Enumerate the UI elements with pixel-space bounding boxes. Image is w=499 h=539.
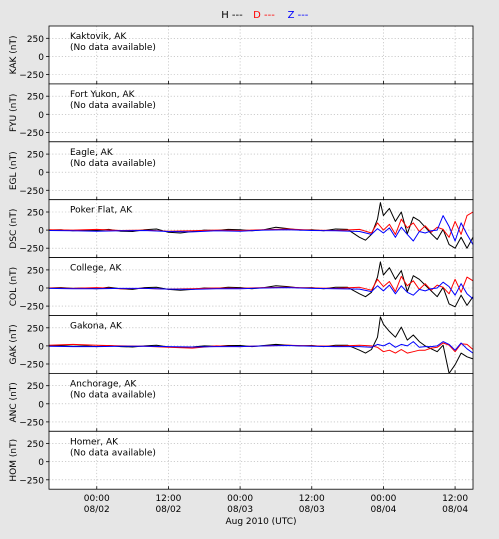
series-line-d (48, 342, 474, 354)
no-data-label: (No data available) (70, 101, 156, 111)
y-tick-label: −250 (19, 360, 44, 370)
station-name: Gakona, AK (70, 322, 123, 332)
no-data-label: (No data available) (70, 448, 156, 458)
station-name: Fort Yukon, AK (70, 90, 136, 100)
x-tick-label-time: 00:00 (84, 494, 110, 504)
x-tick-label-time: 12:00 (155, 494, 181, 504)
no-data-label: (No data available) (70, 390, 156, 400)
y-tick-label: −250 (19, 187, 44, 197)
y-tick-label: 250 (27, 440, 44, 450)
y-tick-label: 250 (27, 93, 44, 103)
y-tick-label: −250 (19, 476, 44, 486)
x-axis: 00:0008/0212:0008/0200:0008/0312:0008/03… (84, 494, 469, 515)
y-tick-label: 0 (38, 53, 44, 63)
y-tick-label: −250 (19, 303, 44, 313)
y-axis-label: HOM (nT) (9, 439, 19, 482)
y-axis-label: DSC (nT) (9, 209, 19, 249)
y-axis-label: COL (nT) (9, 267, 19, 306)
panel-frame (48, 430, 474, 490)
y-axis-label: EGL (nT) (9, 151, 19, 190)
x-tick-label-date: 08/03 (227, 505, 253, 515)
y-axis-label: FYU (nT) (9, 94, 19, 132)
station-name: Eagle, AK (70, 148, 114, 158)
y-tick-label: 0 (38, 169, 44, 179)
no-data-label: (No data available) (70, 43, 156, 53)
x-tick-label-date: 08/04 (370, 505, 396, 515)
y-tick-label: −250 (19, 129, 44, 139)
legend: H --- D --- Z --- (221, 10, 309, 21)
station-name: Anchorage, AK (70, 379, 137, 389)
y-tick-label: 0 (38, 400, 44, 410)
y-tick-label: −250 (19, 71, 44, 81)
station-name: Homer, AK (70, 437, 119, 447)
x-tick-label-date: 08/02 (84, 505, 110, 515)
x-tick-label-date: 08/03 (299, 505, 325, 515)
y-tick-label: 0 (38, 227, 44, 237)
station-name: Kaktovik, AK (70, 32, 127, 42)
y-tick-label: 0 (38, 111, 44, 121)
y-tick-label: −250 (19, 245, 44, 255)
y-tick-label: 0 (38, 284, 44, 294)
series-line-z (48, 281, 474, 300)
y-tick-label: 250 (27, 209, 44, 219)
y-axis-label: ANC (nT) (9, 382, 19, 422)
x-tick-label-time: 00:00 (227, 494, 253, 504)
y-tick-label: 0 (38, 458, 44, 468)
legend-z: Z --- (288, 10, 309, 21)
series-line-z (48, 215, 474, 245)
x-axis-label: Aug 2010 (UTC) (225, 517, 296, 527)
y-tick-label: 250 (27, 266, 44, 276)
station-name: Poker Flat, AK (70, 206, 133, 216)
legend-h: H --- (221, 10, 243, 21)
y-tick-label: 250 (27, 382, 44, 392)
y-tick-label: 0 (38, 342, 44, 352)
no-data-label: (No data available) (70, 159, 156, 169)
series-line-z (48, 341, 474, 354)
x-tick-label-date: 08/04 (442, 505, 468, 515)
y-tick-label: −250 (19, 418, 44, 428)
legend-d: D --- (253, 10, 275, 21)
x-tick-label-time: 12:00 (442, 494, 468, 504)
x-tick-label-time: 00:00 (370, 494, 396, 504)
y-tick-label: 250 (27, 324, 44, 334)
y-tick-label: 250 (27, 151, 44, 161)
x-tick-label-time: 12:00 (299, 494, 325, 504)
x-tick-label-date: 08/02 (155, 505, 181, 515)
y-axis-label: KAK (nT) (9, 36, 19, 75)
station-name: College, AK (70, 264, 122, 274)
y-axis-label: GAK (nT) (9, 324, 19, 364)
y-tick-label: 250 (27, 35, 44, 45)
